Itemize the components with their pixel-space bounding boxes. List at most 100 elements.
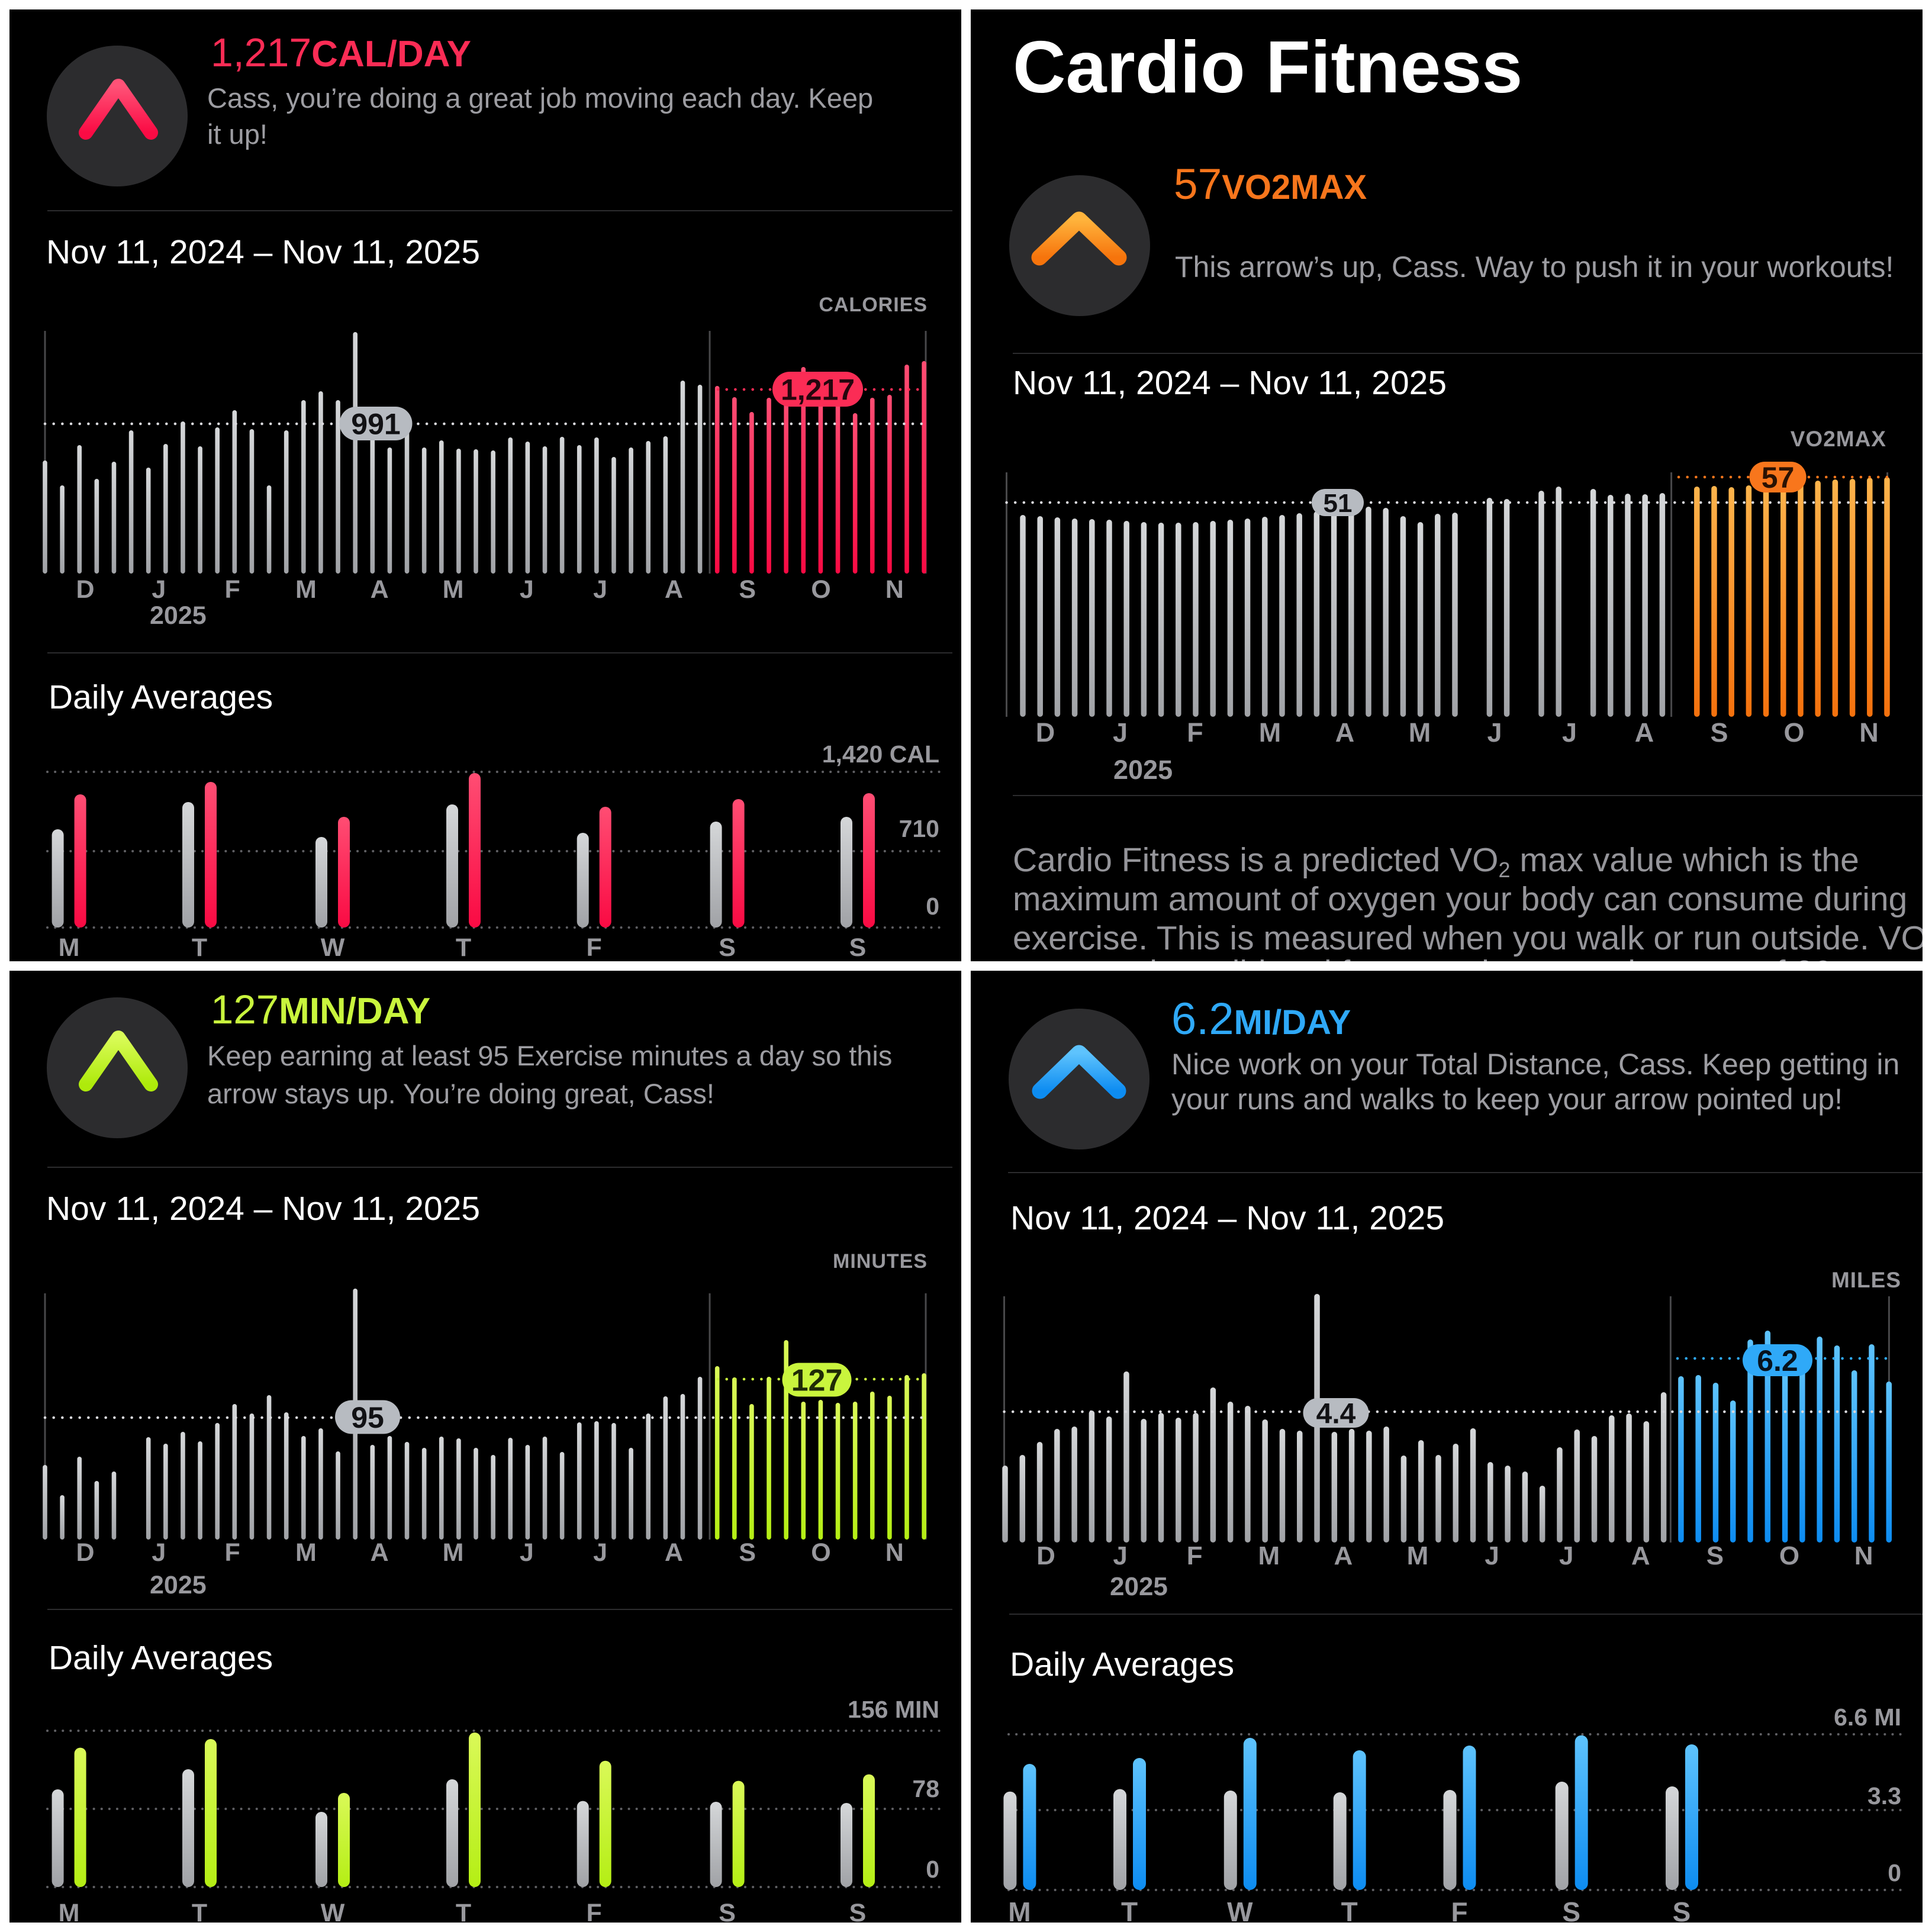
svg-text:it up!: it up! [207,118,268,150]
svg-text:This arrow’s up, Cass. Way to: This arrow’s up, Cass. Way to push it in… [1175,250,1894,284]
svg-text:J: J [152,575,166,604]
svg-text:T: T [192,933,207,961]
svg-text:2025: 2025 [150,601,207,630]
svg-text:Daily Averages: Daily Averages [1010,1646,1234,1683]
svg-text:J: J [593,575,607,604]
svg-text:Cardio Fitness is a predicted: Cardio Fitness is a predicted VO2 max va… [1013,841,1859,882]
svg-text:J: J [152,1538,166,1567]
svg-text:A: A [665,1538,683,1567]
svg-text:A: A [1334,1541,1353,1570]
svg-text:D: D [1036,717,1055,748]
svg-text:A: A [371,1538,389,1567]
svg-text:T: T [1121,1896,1138,1923]
svg-text:0: 0 [926,893,939,920]
svg-text:maximum amount of oxygen your: maximum amount of oxygen your body can c… [1013,880,1907,918]
svg-text:991: 991 [351,408,400,441]
svg-text:F: F [587,1899,602,1923]
svg-text:78: 78 [912,1775,939,1802]
svg-text:156 MIN: 156 MIN [848,1696,939,1723]
svg-text:F: F [1187,717,1203,748]
svg-text:1,217CAL/DAY: 1,217CAL/DAY [211,30,471,75]
svg-text:2025: 2025 [150,1571,207,1599]
svg-text:M: M [59,1899,80,1923]
svg-text:F: F [1451,1896,1467,1923]
svg-text:M: M [59,933,80,961]
svg-text:D: D [76,575,94,604]
svg-text:6.2: 6.2 [1757,1344,1798,1377]
svg-text:95: 95 [351,1401,384,1434]
svg-text:3.3: 3.3 [1867,1782,1901,1809]
svg-text:S: S [1710,717,1728,748]
svg-text:2025: 2025 [1113,755,1173,785]
svg-text:Nov 11, 2024 – Nov 11, 2025: Nov 11, 2024 – Nov 11, 2025 [46,1190,480,1228]
svg-text:T: T [456,1899,471,1923]
svg-text:D: D [1036,1541,1055,1570]
svg-text:O: O [811,1538,830,1567]
svg-text:S: S [1706,1541,1724,1570]
svg-text:M: M [1407,1541,1429,1570]
svg-text:O: O [1779,1541,1799,1570]
svg-text:S: S [739,575,756,604]
svg-text:M: M [443,1538,464,1567]
svg-text:S: S [1673,1896,1691,1923]
svg-text:S: S [1562,1896,1580,1923]
svg-text:T: T [1341,1896,1358,1923]
svg-text:M: M [1008,1896,1031,1923]
svg-text:1,420 CAL: 1,420 CAL [822,740,939,768]
svg-text:6.2MI/DAY: 6.2MI/DAY [1171,994,1351,1044]
svg-text:MILES: MILES [1831,1268,1901,1292]
svg-text:0: 0 [1888,1859,1901,1886]
svg-text:J: J [1487,717,1502,748]
svg-text:0: 0 [926,1856,939,1883]
svg-text:57: 57 [1762,461,1795,494]
svg-text:S: S [849,933,867,961]
svg-text:M: M [295,1538,317,1567]
svg-text:D: D [76,1538,94,1567]
svg-text:W: W [321,933,345,961]
svg-text:A: A [371,575,389,604]
svg-text:J: J [520,575,534,604]
svg-text:Daily Averages: Daily Averages [49,678,273,716]
svg-text:S: S [739,1538,756,1567]
svg-text:Nov 11, 2024 – Nov 11, 2025: Nov 11, 2024 – Nov 11, 2025 [1010,1199,1444,1237]
svg-text:O: O [1783,717,1804,748]
svg-text:A: A [1635,717,1654,748]
svg-text:6.6 MI: 6.6 MI [1834,1704,1901,1731]
svg-text:max can be validated for users: max can be validated for users between t… [1013,954,1833,961]
svg-text:VO2MAX: VO2MAX [1791,427,1886,451]
svg-text:A: A [1631,1541,1650,1570]
svg-text:exercise. This is measured whe: exercise. This is measured when you walk… [1013,919,1923,960]
svg-text:S: S [719,933,736,961]
svg-text:M: M [1258,1541,1280,1570]
svg-text:710: 710 [899,815,939,842]
svg-text:arrow stays up. You’re doing g: arrow stays up. You’re doing great, Cass… [207,1078,714,1109]
svg-text:S: S [849,1899,867,1923]
svg-text:A: A [1335,717,1355,748]
svg-text:Nov 11, 2024 – Nov 11, 2025: Nov 11, 2024 – Nov 11, 2025 [1013,364,1447,402]
svg-text:J: J [1562,717,1577,748]
svg-text:51: 51 [1324,489,1353,518]
svg-text:57VO2MAX: 57VO2MAX [1174,160,1367,208]
svg-text:F: F [224,575,240,604]
svg-text:F: F [587,933,602,961]
svg-text:W: W [1227,1896,1253,1923]
svg-text:W: W [321,1899,345,1923]
svg-text:N: N [886,1538,904,1567]
svg-text:Nice work on your Total Distan: Nice work on your Total Distance, Cass. … [1171,1048,1899,1081]
svg-text:your runs and walks to keep yo: your runs and walks to keep your arrow p… [1171,1083,1843,1116]
svg-text:2025: 2025 [1110,1572,1168,1601]
svg-text:CALORIES: CALORIES [819,294,928,316]
svg-text:1,217: 1,217 [781,373,855,407]
svg-text:J: J [1113,1541,1127,1570]
svg-text:Cass, you’re doing a great job: Cass, you’re doing a great job moving ea… [207,82,873,114]
svg-text:F: F [1187,1541,1203,1570]
svg-text:N: N [1854,1541,1873,1570]
svg-text:127: 127 [791,1364,843,1398]
svg-text:127MIN/DAY: 127MIN/DAY [211,987,430,1032]
svg-text:N: N [1859,717,1879,748]
svg-text:M: M [1409,717,1431,748]
svg-text:J: J [1559,1541,1573,1570]
svg-text:4.4: 4.4 [1316,1398,1356,1429]
svg-text:Nov 11, 2024 – Nov 11, 2025: Nov 11, 2024 – Nov 11, 2025 [46,233,480,271]
svg-text:T: T [456,933,471,961]
